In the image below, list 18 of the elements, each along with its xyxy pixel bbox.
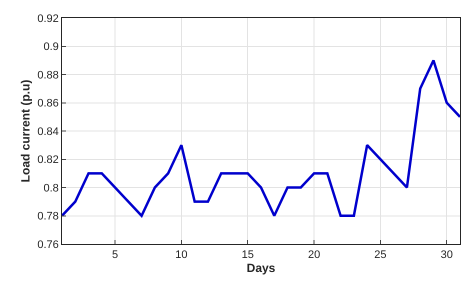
y-tick-label: 0.86: [37, 98, 59, 110]
x-tick-label: 25: [374, 249, 387, 262]
y-axis-title: Load current (p.u): [18, 80, 33, 182]
x-tick-label: 15: [242, 249, 254, 262]
y-tick-label: 0.82: [37, 154, 59, 166]
y-tick-label: 0.76: [37, 238, 59, 251]
x-axis-title: Days: [246, 261, 276, 276]
x-tick-label: 10: [175, 249, 188, 262]
y-tick-label: 0.9: [44, 41, 59, 54]
y-tick-label: 0.78: [37, 210, 59, 223]
y-tick-label: 0.84: [37, 126, 59, 138]
y-tick-label: 0.8: [44, 182, 59, 194]
x-tick-label: 20: [308, 249, 320, 262]
line-series: [62, 59, 460, 217]
y-tick-label: 0.92: [37, 12, 59, 25]
x-tick-label: 5: [112, 249, 118, 262]
y-tick-label: 0.88: [37, 69, 59, 82]
x-tick-label: 30: [440, 249, 453, 262]
